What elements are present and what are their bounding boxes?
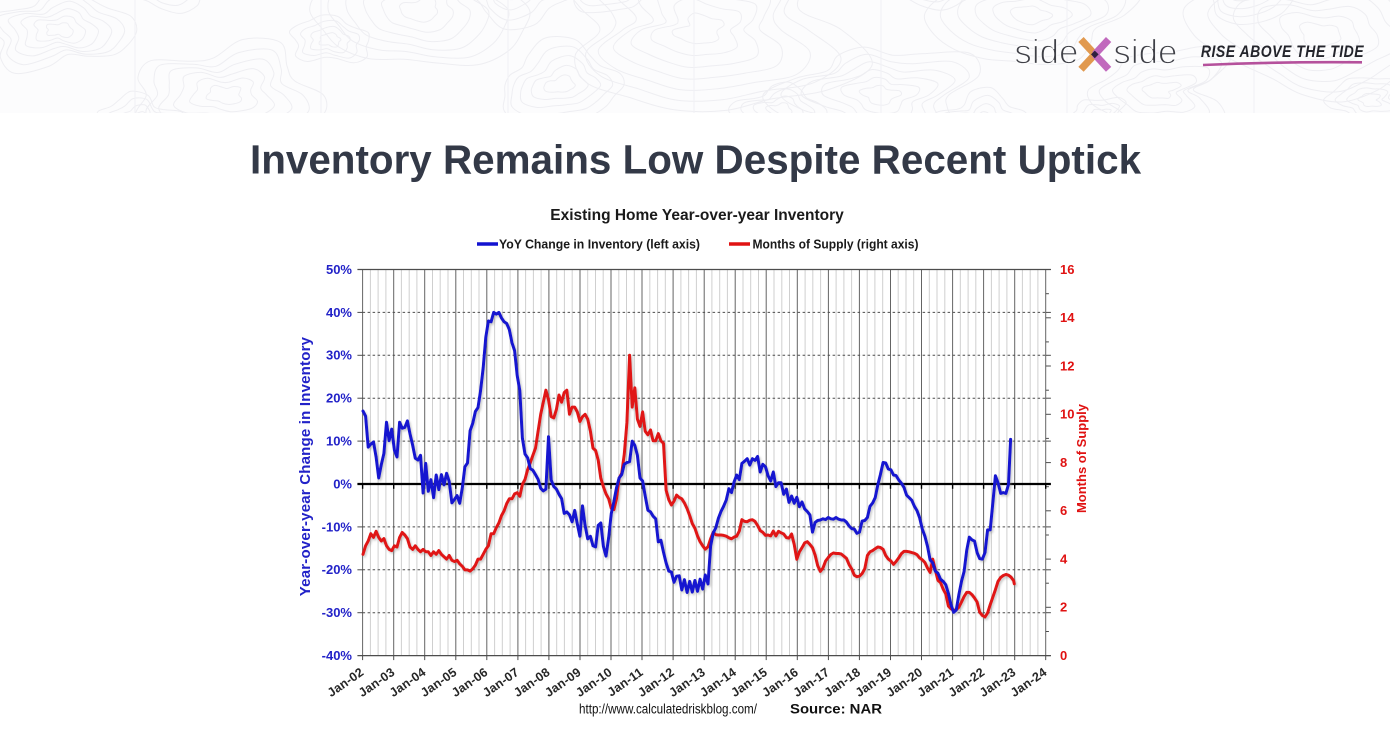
svg-text:Months of Supply: Months of Supply: [1074, 403, 1089, 513]
svg-text:http://www.calculatedriskblog.: http://www.calculatedriskblog.com/: [579, 701, 757, 716]
svg-text:Inventory Remains Low Despite: Inventory Remains Low Despite Recent Upt…: [250, 137, 1142, 183]
svg-text:0: 0: [1060, 648, 1067, 663]
svg-text:-10%: -10%: [322, 519, 353, 534]
svg-text:side: side: [1113, 33, 1177, 71]
svg-text:6: 6: [1060, 503, 1067, 518]
svg-text:Source: NAR: Source: NAR: [790, 701, 882, 716]
svg-text:4: 4: [1060, 552, 1068, 567]
svg-text:Existing Home Year-over-year I: Existing Home Year-over-year Inventory: [550, 207, 844, 224]
svg-text:16: 16: [1060, 262, 1074, 277]
svg-text:2: 2: [1060, 600, 1067, 615]
svg-text:side: side: [1014, 33, 1078, 71]
svg-text:Year-over-year Change in Inven: Year-over-year Change in Inventory: [297, 336, 314, 596]
svg-text:-30%: -30%: [322, 605, 353, 620]
svg-text:Months of Supply (right axis): Months of Supply (right axis): [753, 237, 919, 252]
svg-text:0%: 0%: [333, 476, 352, 491]
svg-text:20%: 20%: [326, 391, 352, 406]
svg-text:30%: 30%: [326, 348, 352, 363]
svg-text:40%: 40%: [326, 305, 352, 320]
svg-text:10%: 10%: [326, 434, 352, 449]
svg-text:12: 12: [1060, 358, 1074, 373]
svg-text:50%: 50%: [326, 262, 352, 277]
svg-text:-20%: -20%: [322, 562, 353, 577]
svg-text:14: 14: [1060, 310, 1075, 325]
svg-text:RISE ABOVE THE TIDE: RISE ABOVE THE TIDE: [1201, 43, 1365, 61]
svg-text:-40%: -40%: [322, 648, 353, 663]
svg-text:YoY Change in Inventory (left: YoY Change in Inventory (left axis): [499, 237, 700, 252]
svg-text:8: 8: [1060, 455, 1067, 470]
svg-text:10: 10: [1060, 407, 1074, 422]
svg-text:Jan-24: Jan-24: [1008, 665, 1049, 700]
